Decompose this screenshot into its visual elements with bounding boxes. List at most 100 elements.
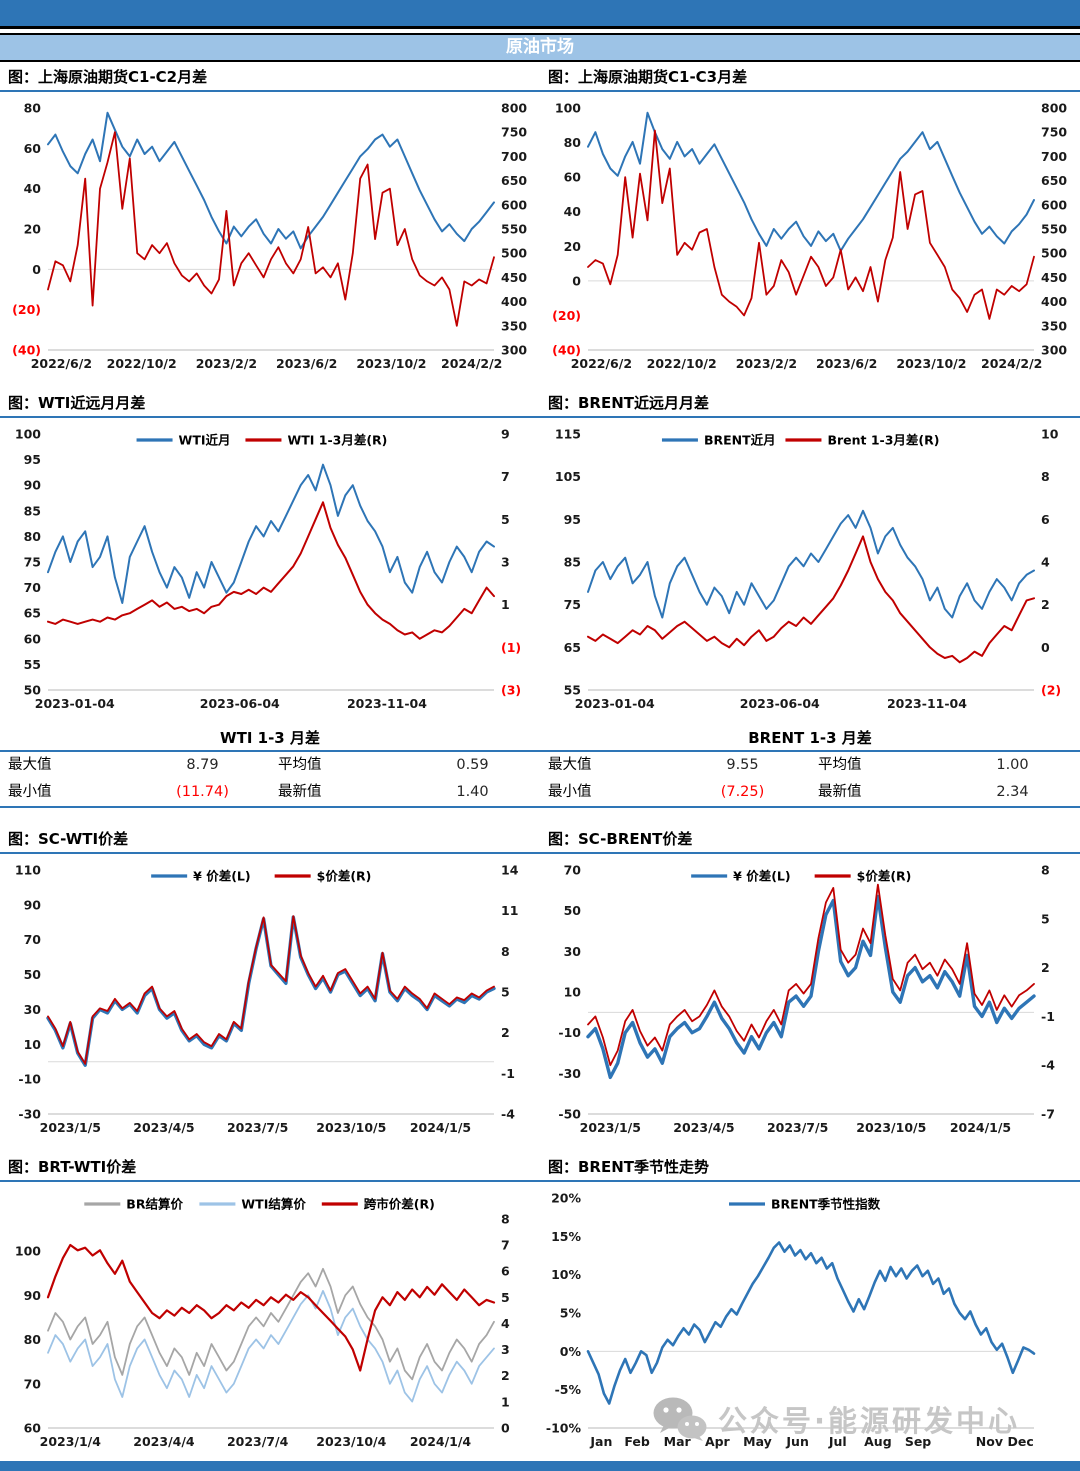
svg-text:90: 90 bbox=[24, 897, 42, 912]
svg-text:2024/2/2: 2024/2/2 bbox=[441, 356, 502, 371]
svg-text:2023/1/5: 2023/1/5 bbox=[40, 1120, 101, 1135]
stat-value: 1.00 bbox=[996, 757, 1029, 773]
svg-text:-5%: -5% bbox=[555, 1382, 582, 1397]
svg-text:8: 8 bbox=[1041, 469, 1050, 484]
svg-text:85: 85 bbox=[24, 503, 41, 518]
svg-text:2: 2 bbox=[501, 1025, 510, 1040]
svg-text:750: 750 bbox=[501, 125, 527, 140]
svg-text:-4: -4 bbox=[501, 1107, 515, 1122]
svg-text:60: 60 bbox=[564, 170, 582, 185]
svg-text:2023/1/5: 2023/1/5 bbox=[580, 1120, 641, 1135]
page-title: 原油市场 bbox=[0, 33, 1080, 62]
stats-tables-row: WTI 1-3 月差 最大值 8.79 平均值 0.59 最小值 (11.74)… bbox=[0, 724, 1080, 808]
svg-text:0: 0 bbox=[501, 1421, 510, 1436]
svg-text:WTI近月: WTI近月 bbox=[179, 433, 231, 448]
svg-text:Dec: Dec bbox=[1007, 1434, 1033, 1449]
svg-text:2: 2 bbox=[1041, 597, 1050, 612]
svg-text:0: 0 bbox=[1041, 640, 1050, 655]
svg-text:100: 100 bbox=[15, 1244, 41, 1259]
svg-text:2023/10/2: 2023/10/2 bbox=[896, 356, 966, 371]
stat-value: (11.74) bbox=[176, 784, 229, 800]
svg-text:-10: -10 bbox=[558, 1025, 581, 1040]
svg-text:9: 9 bbox=[501, 427, 510, 442]
svg-text:70: 70 bbox=[564, 863, 582, 878]
svg-text:550: 550 bbox=[501, 222, 527, 237]
svg-text:7: 7 bbox=[501, 469, 510, 484]
wti-stats-table: WTI 1-3 月差 最大值 8.79 平均值 0.59 最小值 (11.74)… bbox=[0, 724, 540, 808]
svg-text:85: 85 bbox=[564, 555, 581, 570]
svg-text:60: 60 bbox=[24, 631, 42, 646]
svg-text:5%: 5% bbox=[560, 1306, 582, 1321]
svg-text:550: 550 bbox=[1041, 222, 1067, 237]
svg-text:BRENT近月: BRENT近月 bbox=[704, 433, 776, 448]
svg-text:100: 100 bbox=[555, 101, 581, 116]
svg-text:10: 10 bbox=[1041, 427, 1059, 442]
svg-text:0%: 0% bbox=[560, 1344, 582, 1359]
svg-text:0: 0 bbox=[572, 273, 581, 288]
row2-titles: 图：WTI近远月月差 图：BRENT近远月月差 bbox=[0, 388, 1080, 418]
svg-text:300: 300 bbox=[501, 343, 527, 358]
bottom-accent-bar bbox=[0, 1461, 1080, 1471]
svg-text:2024/2/2: 2024/2/2 bbox=[981, 356, 1042, 371]
stat-value: 1.40 bbox=[456, 784, 489, 800]
chart-title-sc-c1c3: 图：上海原油期货C1-C3月差 bbox=[548, 68, 748, 86]
svg-text:Brent 1-3月差(R): Brent 1-3月差(R) bbox=[827, 433, 939, 448]
svg-text:(2): (2) bbox=[1041, 683, 1061, 698]
svg-text:300: 300 bbox=[1041, 343, 1067, 358]
svg-text:(20): (20) bbox=[552, 308, 581, 323]
svg-text:(3): (3) bbox=[501, 683, 521, 698]
svg-text:8: 8 bbox=[501, 1211, 510, 1226]
stat-value: 2.34 bbox=[996, 784, 1029, 800]
svg-text:70: 70 bbox=[24, 1376, 42, 1391]
svg-text:10: 10 bbox=[24, 1037, 42, 1052]
chart-title-brt-wti: 图：BRT-WTI价差 bbox=[8, 1158, 137, 1176]
svg-text:700: 700 bbox=[1041, 149, 1067, 164]
svg-text:2023/10/5: 2023/10/5 bbox=[316, 1120, 386, 1135]
svg-text:95: 95 bbox=[564, 512, 581, 527]
svg-text:2023-11-04: 2023-11-04 bbox=[347, 696, 427, 711]
svg-text:6: 6 bbox=[501, 1264, 510, 1279]
svg-text:2022/10/2: 2022/10/2 bbox=[647, 356, 717, 371]
svg-text:Jan: Jan bbox=[589, 1434, 612, 1449]
svg-text:Sep: Sep bbox=[905, 1434, 931, 1449]
svg-text:¥ 价差(L): ¥ 价差(L) bbox=[733, 869, 790, 884]
chart-title-sc-brent: 图：SC-BRENT价差 bbox=[548, 830, 693, 848]
svg-text:10: 10 bbox=[564, 985, 582, 1000]
svg-text:650: 650 bbox=[501, 173, 527, 188]
svg-text:Jun: Jun bbox=[785, 1434, 808, 1449]
svg-text:80: 80 bbox=[24, 101, 42, 116]
svg-text:-30: -30 bbox=[18, 1107, 41, 1122]
svg-text:2023/6/2: 2023/6/2 bbox=[276, 356, 337, 371]
svg-text:6: 6 bbox=[1041, 512, 1050, 527]
svg-text:2023-01-04: 2023-01-04 bbox=[575, 696, 655, 711]
brent-month-spread-chart: 115 105 95 85 75 65 55 10 8 6 4 2 0 (2) 2023-01-04 2023… bbox=[540, 418, 1080, 716]
svg-text:90: 90 bbox=[24, 478, 42, 493]
svg-text:2023/1/4: 2023/1/4 bbox=[40, 1434, 102, 1449]
svg-text:90: 90 bbox=[24, 1288, 42, 1303]
brt-wti-diff-chart: 100 90 80 70 60 8 7 6 5 4 3 2 1 0 2023/1/4 2023/4/4 2023… bbox=[0, 1182, 540, 1454]
svg-text:2: 2 bbox=[1041, 960, 1050, 975]
svg-text:65: 65 bbox=[24, 606, 41, 621]
row1-charts: 80 60 40 20 0 (20) (40) 800 750 700 650 600 550 500 45… bbox=[0, 92, 1080, 376]
svg-text:2023/10/4: 2023/10/4 bbox=[316, 1434, 386, 1449]
svg-text:-4: -4 bbox=[1041, 1058, 1055, 1073]
svg-text:14: 14 bbox=[501, 863, 519, 878]
brent-stats-table: BRENT 1-3 月差 最大值 9.55 平均值 1.00 最小值 (7.25… bbox=[540, 724, 1080, 808]
stat-value: 9.55 bbox=[726, 757, 759, 773]
chart-title-brent-seasonal: 图：BRENT季节性走势 bbox=[548, 1158, 710, 1176]
svg-text:BR结算价: BR结算价 bbox=[126, 1197, 183, 1212]
svg-text:2022/10/2: 2022/10/2 bbox=[107, 356, 177, 371]
svg-text:BRENT季节性指数: BRENT季节性指数 bbox=[771, 1197, 881, 1212]
row3-titles: 图：SC-WTI价差 图：SC-BRENT价差 bbox=[0, 824, 1080, 854]
svg-text:WTI 1-3月差(R): WTI 1-3月差(R) bbox=[287, 433, 387, 448]
svg-text:75: 75 bbox=[564, 597, 581, 612]
svg-text:1: 1 bbox=[501, 597, 510, 612]
svg-text:2022/6/2: 2022/6/2 bbox=[31, 356, 92, 371]
svg-text:20: 20 bbox=[564, 239, 582, 254]
row2-charts: 100 95 90 85 80 75 70 65 60 55 50 9 7 5 3 1 (1) (3) 2023-0… bbox=[0, 418, 1080, 716]
svg-text:2023/10/2: 2023/10/2 bbox=[356, 356, 426, 371]
svg-text:100: 100 bbox=[15, 427, 41, 442]
svg-text:$价差(R): $价差(R) bbox=[857, 869, 912, 884]
svg-text:5: 5 bbox=[501, 1290, 510, 1305]
